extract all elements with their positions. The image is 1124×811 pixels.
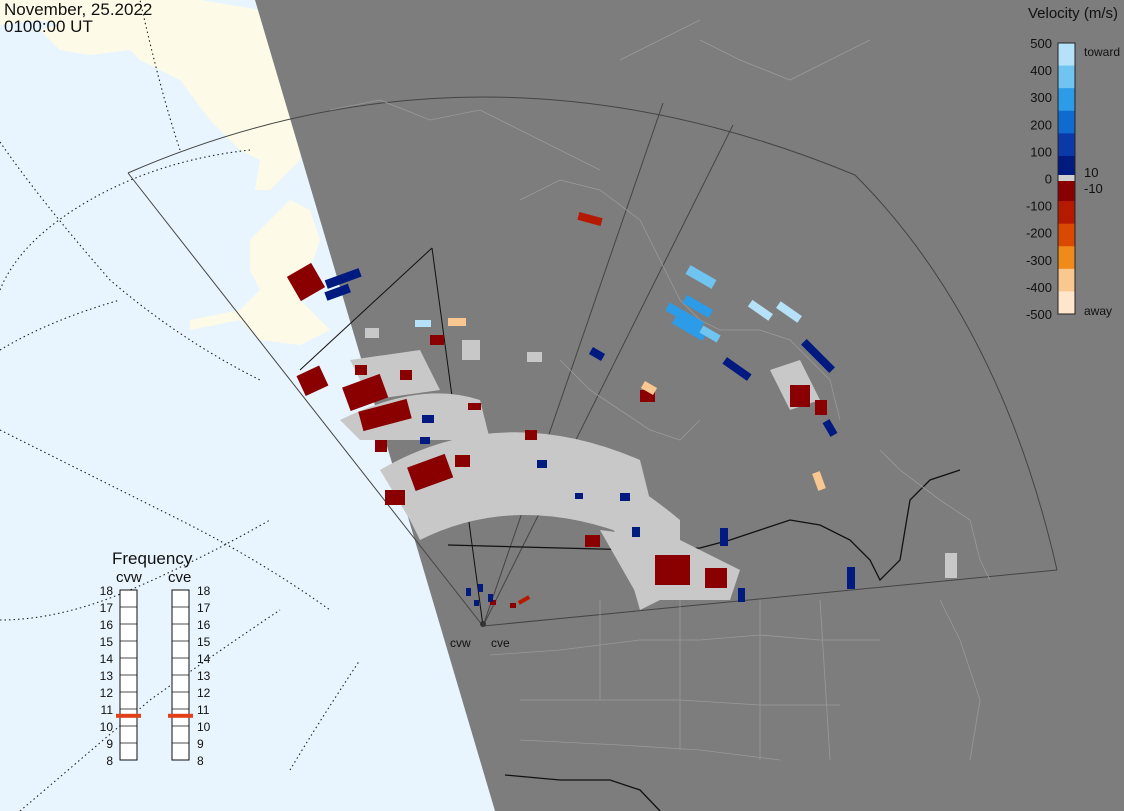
freq-scale-label: 13: [100, 669, 114, 683]
legend-tick-label: 400: [1030, 63, 1052, 78]
legend-color-step: [1058, 268, 1075, 292]
legend-color-step: [1058, 65, 1075, 89]
night-region: [255, 0, 1124, 811]
freq-scale-label: 12: [100, 686, 114, 700]
land-alaska-north: [0, 0, 300, 190]
legend-color-step: [1058, 223, 1075, 247]
freq-scale-label: 16: [100, 618, 114, 632]
freq-scale-label: 15: [100, 635, 114, 649]
legend-tick-label: 200: [1030, 117, 1052, 132]
freq-scale-label: 8: [197, 754, 204, 768]
freq-scale-label: 14: [197, 652, 211, 666]
date-label: November, 25.2022: [4, 0, 153, 19]
velocity-legend-title: Velocity (m/s): [1027, 5, 1118, 22]
legend-minus-threshold: -10: [1084, 181, 1103, 196]
coastlines: [329, 19, 991, 761]
site-label-cvw: cvw: [450, 636, 471, 650]
legend-color-step: [1058, 178, 1075, 202]
legend-plus-threshold: 10: [1084, 165, 1098, 180]
legend-frame: [1057, 42, 1076, 315]
freq-scale-label: 18: [100, 584, 114, 598]
legend-color-step: [1058, 88, 1075, 112]
velocity-fast-toward-scatter: [665, 295, 713, 341]
velocity-very-fast-toward-scatter: [685, 265, 721, 343]
freq-scale-label: 9: [106, 737, 113, 751]
legend-tick-label: 500: [1030, 36, 1052, 51]
frequency-title: Frequency: [112, 549, 193, 568]
freq-scale-label: 17: [197, 601, 211, 615]
land-chukotka: [40, 10, 150, 55]
legend-zero-band: [1058, 175, 1075, 181]
velocity-color-legend: 500 400 300 200 100 0 -100 -200 -300 -400 -500 towa…: [1026, 36, 1120, 322]
time-label: 0100:00 UT: [4, 17, 93, 36]
velocity-fast-away-scatter: [517, 212, 603, 605]
graticule-lines: [0, 0, 361, 811]
legend-tick-label: -400: [1026, 280, 1052, 295]
freq-scale-label: 17: [100, 601, 114, 615]
freq-scale-label: 14: [100, 652, 114, 666]
legend-tick-label: -100: [1026, 199, 1052, 214]
freq-marker: [116, 713, 141, 718]
legend-away-label: away: [1084, 304, 1112, 318]
state-borders: [489, 599, 880, 761]
freq-marker: [168, 713, 193, 718]
freq-radar-label-cvw: cvw: [116, 569, 142, 586]
legend-tick-label: -500: [1026, 307, 1052, 322]
freq-scale-label: 12: [197, 686, 211, 700]
legend-tick-label: 300: [1030, 90, 1052, 105]
freq-radar-label-cve: cve: [168, 569, 192, 586]
velocity-extreme-toward-scatter: [415, 299, 802, 327]
land-alaska-south: [190, 200, 330, 345]
freq-scale-label: 18: [197, 584, 211, 598]
legend-toward-label: toward: [1084, 45, 1120, 59]
freq-scale-label: 9: [197, 737, 204, 751]
velocity-toward-scatter: [324, 268, 855, 606]
fov-outline: [127, 96, 1058, 627]
velocity-away-scatter: [286, 262, 827, 608]
legend-tick-label: -200: [1026, 226, 1052, 241]
freq-scale-label: 11: [197, 703, 210, 717]
freq-scale-label: 15: [197, 635, 211, 649]
legend-color-step: [1058, 43, 1075, 67]
freq-scale-label: 8: [106, 754, 113, 768]
legend-tick-label: 100: [1030, 144, 1052, 159]
legend-color-step: [1058, 291, 1075, 315]
legend-color-step: [1058, 110, 1075, 134]
legend-color-step: [1058, 155, 1075, 179]
legend-color-step: [1058, 133, 1075, 157]
freq-scale-label: 13: [197, 669, 211, 683]
frequency-panel: 18 17 16 15 14 13 12 11 10 9 8 18 17 16 15 14 13 12 11 10 9 8: [100, 584, 211, 768]
legend-color-step: [1058, 201, 1075, 225]
radar-site-marker: [480, 621, 486, 627]
site-label-cve: cve: [491, 636, 510, 650]
freq-scale-label: 11: [101, 703, 114, 717]
freq-scale-label: 10: [100, 720, 114, 734]
freq-scale-label: 16: [197, 618, 211, 632]
legend-tick-label: 0: [1045, 172, 1052, 187]
velocity-extreme-away-scatter: [448, 318, 826, 491]
freq-scale-label: 10: [197, 720, 211, 734]
legend-color-step: [1058, 246, 1075, 270]
legend-tick-label: -300: [1026, 253, 1052, 268]
